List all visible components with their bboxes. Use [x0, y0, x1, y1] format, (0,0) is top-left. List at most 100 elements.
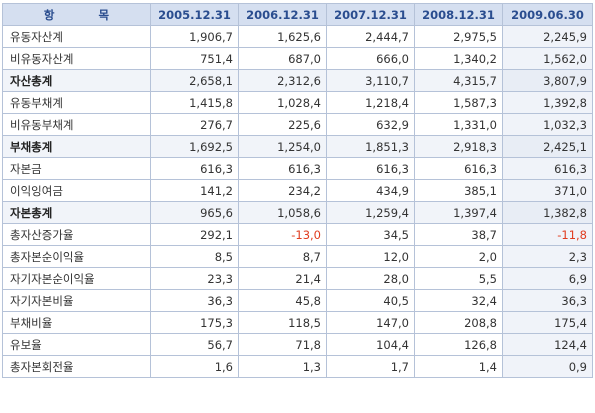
value-cell: 234,2 [238, 179, 327, 202]
value-cell: 965,6 [150, 201, 239, 224]
value-cell: 616,3 [502, 157, 593, 180]
value-cell: 1,415,8 [150, 91, 239, 114]
table-row: 유동자산계 1,906,7 1,625,6 2,444,7 2,975,5 2,245,9 [2, 25, 593, 48]
value-cell: 8,5 [150, 245, 239, 268]
value-cell: 2,3 [502, 245, 593, 268]
value-cell: 2,245,9 [502, 25, 593, 48]
value-cell: 2,444,7 [326, 25, 415, 48]
value-cell: 175,3 [150, 311, 239, 334]
value-cell: 1,058,6 [238, 201, 327, 224]
table-row: 부채총계 1,692,5 1,254,0 1,851,3 2,918,3 2,425,1 [2, 135, 593, 158]
table-row: 이익잉여금 141,2 234,2 434,9 385,1 371,0 [2, 179, 593, 202]
value-cell: 40,5 [326, 289, 415, 312]
row-label: 총자산증가율 [2, 223, 151, 246]
value-cell: 34,5 [326, 223, 415, 246]
value-cell: 1,254,0 [238, 135, 327, 158]
value-cell: 32,4 [414, 289, 503, 312]
value-cell: 71,8 [238, 333, 327, 356]
value-cell: 616,3 [150, 157, 239, 180]
value-cell: 1,218,4 [326, 91, 415, 114]
table-row: 유보율 56,7 71,8 104,4 126,8 124,4 [2, 333, 593, 356]
value-cell: 126,8 [414, 333, 503, 356]
value-cell: 225,6 [238, 113, 327, 136]
period-header-2005: 2005.12.31 [150, 3, 239, 26]
value-cell: 2,0 [414, 245, 503, 268]
row-label: 유보율 [2, 333, 151, 356]
table-row: 총자산증가율 292,1 -13,0 34,5 38,7 -11,8 [2, 223, 593, 246]
row-label: 자산총계 [2, 69, 151, 92]
value-cell: 124,4 [502, 333, 593, 356]
value-cell: 2,312,6 [238, 69, 327, 92]
item-header-left: 항 [43, 7, 55, 22]
value-cell: 4,315,7 [414, 69, 503, 92]
table-row: 자산총계 2,658,1 2,312,6 3,110,7 4,315,7 3,807,9 [2, 69, 593, 92]
value-cell: 1,3 [238, 355, 327, 378]
table-row: 자본총계 965,6 1,058,6 1,259,4 1,397,4 1,382,8 [2, 201, 593, 224]
value-cell: 45,8 [238, 289, 327, 312]
value-cell: 56,7 [150, 333, 239, 356]
period-header-2007: 2007.12.31 [326, 3, 415, 26]
value-cell: 2,425,1 [502, 135, 593, 158]
row-label: 부채비율 [2, 311, 151, 334]
row-label: 비유동부채계 [2, 113, 151, 136]
value-cell: 616,3 [414, 157, 503, 180]
value-cell: 1,4 [414, 355, 503, 378]
row-label: 유동자산계 [2, 25, 151, 48]
value-cell: 2,918,3 [414, 135, 503, 158]
value-cell: 616,3 [238, 157, 327, 180]
value-cell: 1,6 [150, 355, 239, 378]
table-row: 부채비율 175,3 118,5 147,0 208,8 175,4 [2, 311, 593, 334]
value-cell: 2,975,5 [414, 25, 503, 48]
table-row: 자기자본순이익율 23,3 21,4 28,0 5,5 6,9 [2, 267, 593, 290]
table-row: 유동부채계 1,415,8 1,028,4 1,218,4 1,587,3 1,392,8 [2, 91, 593, 114]
table-row: 비유동부채계 276,7 225,6 632,9 1,331,0 1,032,3 [2, 113, 593, 136]
row-label: 자기자본비율 [2, 289, 151, 312]
table-body: 유동자산계 1,906,7 1,625,6 2,444,7 2,975,5 2,245,9… [2, 25, 593, 378]
value-cell: 1,032,3 [502, 113, 593, 136]
row-label: 총자본순이익율 [2, 245, 151, 268]
table-row: 자기자본비율 36,3 45,8 40,5 32,4 36,3 [2, 289, 593, 312]
value-cell: 12,0 [326, 245, 415, 268]
value-cell: 1,397,4 [414, 201, 503, 224]
value-cell: 1,331,0 [414, 113, 503, 136]
value-cell: 1,625,6 [238, 25, 327, 48]
value-cell: 1,851,3 [326, 135, 415, 158]
value-cell: 1,587,3 [414, 91, 503, 114]
value-cell: 687,0 [238, 47, 327, 70]
value-cell: 6,9 [502, 267, 593, 290]
period-header-2008: 2008.12.31 [414, 3, 503, 26]
value-cell: 175,4 [502, 311, 593, 334]
value-cell: 1,692,5 [150, 135, 239, 158]
value-cell: 208,8 [414, 311, 503, 334]
row-label: 자기자본순이익율 [2, 267, 151, 290]
value-cell: 1,340,2 [414, 47, 503, 70]
value-cell: 1,906,7 [150, 25, 239, 48]
value-cell: 118,5 [238, 311, 327, 334]
value-cell: -13,0 [238, 223, 327, 246]
value-cell: 1,392,8 [502, 91, 593, 114]
table-row: 총자본순이익율 8,5 8,7 12,0 2,0 2,3 [2, 245, 593, 268]
value-cell: 141,2 [150, 179, 239, 202]
value-cell: 385,1 [414, 179, 503, 202]
value-cell: 104,4 [326, 333, 415, 356]
value-cell: 434,9 [326, 179, 415, 202]
value-cell: 2,658,1 [150, 69, 239, 92]
value-cell: 3,807,9 [502, 69, 593, 92]
value-cell: 292,1 [150, 223, 239, 246]
row-label: 자본금 [2, 157, 151, 180]
value-cell: 666,0 [326, 47, 415, 70]
row-label: 자본총계 [2, 201, 151, 224]
row-label: 비유동자산계 [2, 47, 151, 70]
value-cell: 8,7 [238, 245, 327, 268]
value-cell: -11,8 [502, 223, 593, 246]
value-cell: 5,5 [414, 267, 503, 290]
value-cell: 23,3 [150, 267, 239, 290]
table-row: 자본금 616,3 616,3 616,3 616,3 616,3 [2, 157, 593, 180]
table-row: 비유동자산계 751,4 687,0 666,0 1,340,2 1,562,0 [2, 47, 593, 70]
row-label: 부채총계 [2, 135, 151, 158]
period-header-2009: 2009.06.30 [502, 3, 593, 26]
period-header-2006: 2006.12.31 [238, 3, 327, 26]
